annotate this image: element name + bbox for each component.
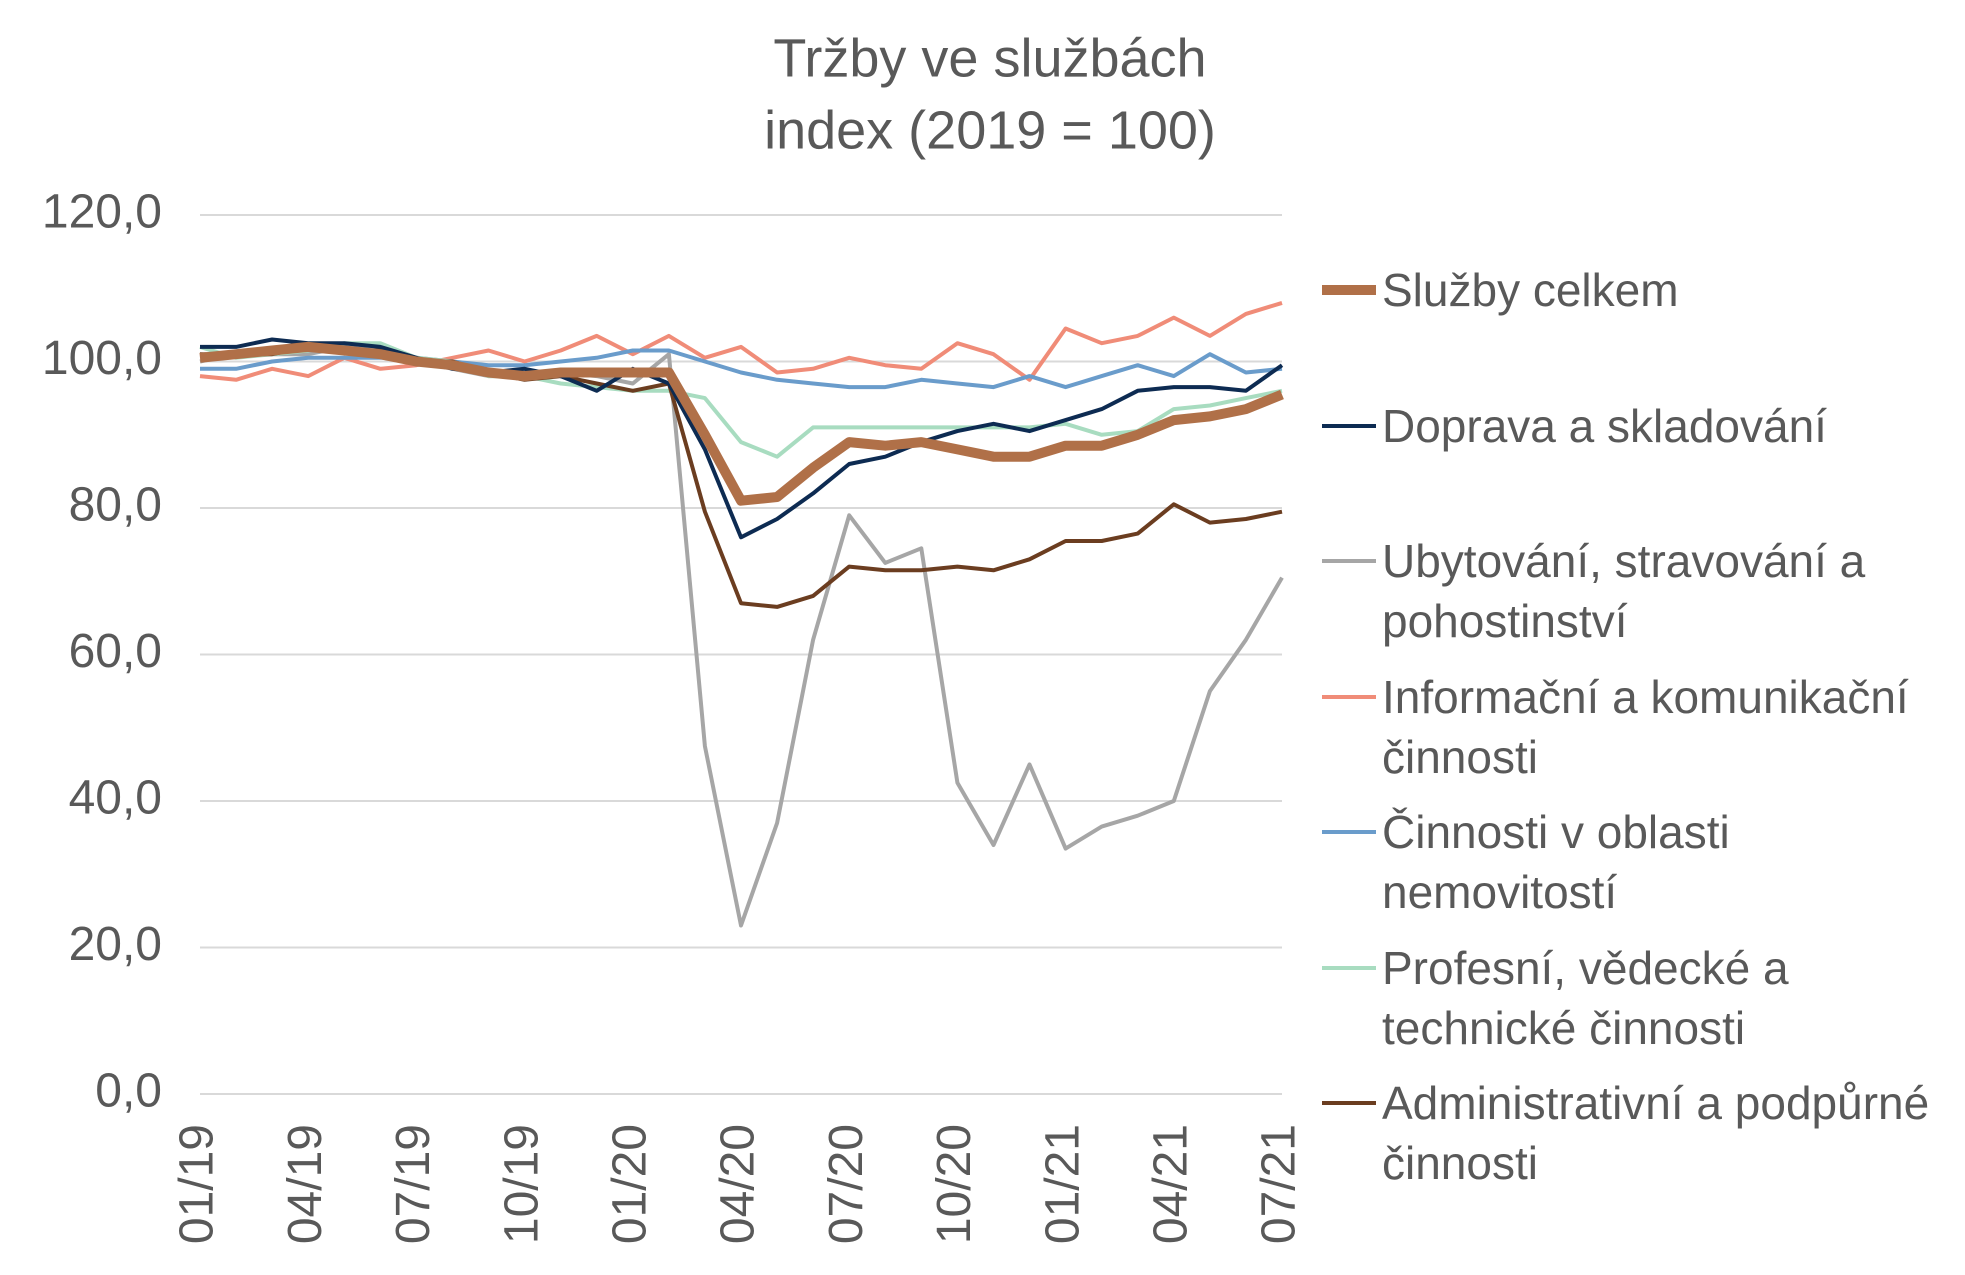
y-tick-label: 100,0: [42, 332, 162, 385]
x-tick-label: 01/20: [603, 1124, 656, 1244]
x-tick-label: 07/21: [1253, 1124, 1306, 1244]
legend-label: Profesní, vědecké a technické činnosti: [1382, 942, 1789, 1054]
x-tick-label: 04/21: [1144, 1124, 1197, 1244]
legend-label: Administrativní a podpůrné činnosti: [1382, 1077, 1930, 1189]
x-tick-label: 01/19: [171, 1124, 224, 1244]
series-line: [199, 341, 1283, 459]
legend-label: Služby celkem: [1382, 264, 1679, 316]
x-tick-label: 10/19: [495, 1124, 548, 1244]
x-tick-label: 01/21: [1036, 1124, 1089, 1244]
legend-label: Informační a komunikační činnosti: [1382, 671, 1909, 783]
x-tick-label: 10/20: [928, 1124, 981, 1244]
x-tick-label: 07/20: [820, 1124, 873, 1244]
legend-label: Doprava a skladování: [1382, 400, 1827, 452]
y-tick-label: 20,0: [69, 918, 162, 971]
series-line: [199, 341, 1284, 506]
y-tick-label: 120,0: [42, 186, 162, 239]
y-tick-label: 40,0: [69, 772, 162, 825]
chart-subtitle: index (2019 = 100): [764, 100, 1216, 160]
legend-label: Činnosti v oblasti nemovitostí: [1382, 806, 1730, 918]
series-line: [200, 344, 1283, 609]
legend-label: Ubytování, stravování a pohostinství: [1382, 535, 1866, 647]
series-line: [199, 300, 1283, 382]
y-tick-label: 80,0: [69, 479, 162, 532]
y-tick-label: 60,0: [69, 625, 162, 678]
chart-title: Tržby ve službách: [773, 28, 1206, 88]
x-tick-label: 04/20: [712, 1124, 765, 1244]
x-tick-label: 07/19: [387, 1124, 440, 1244]
series-line: [200, 337, 1284, 540]
y-tick-label: 0,0: [95, 1065, 162, 1118]
x-tick-label: 04/19: [279, 1124, 332, 1244]
